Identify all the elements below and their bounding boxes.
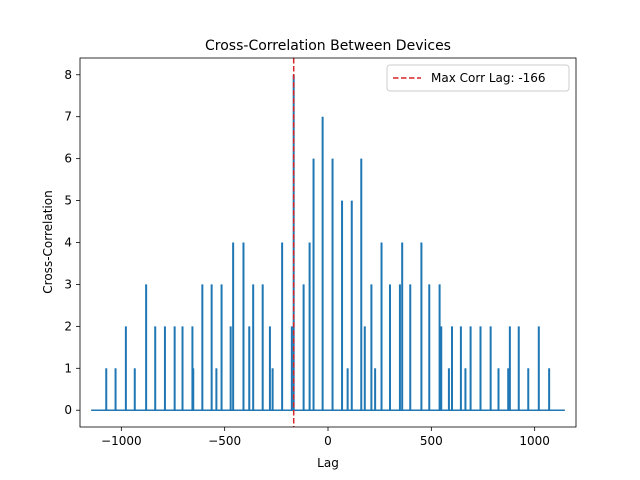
series-layer (91, 74, 565, 411)
legend-box (386, 64, 570, 92)
y-axis-label: Cross-Correlation (41, 190, 55, 293)
plot-area (79, 57, 577, 428)
x-axis-label: Lag (317, 456, 339, 470)
y-tick-label: 7 (64, 110, 72, 124)
chart-title: Cross-Correlation Between Devices (205, 38, 451, 54)
x-tick-label: −500 (208, 434, 241, 448)
x-tick-label: 0 (324, 434, 332, 448)
y-tick-label: 4 (64, 236, 72, 250)
y-tick-label: 3 (64, 277, 72, 291)
x-tick-label: 500 (420, 434, 443, 448)
y-tick-label: 5 (64, 194, 72, 208)
y-tick-label: 6 (64, 152, 72, 166)
legend-label: Max Corr Lag: -166 (431, 71, 546, 85)
x-tick-label: −1000 (101, 434, 142, 448)
legend: Max Corr Lag: -166 (386, 64, 570, 92)
y-tick-label: 8 (64, 68, 72, 82)
x-axis: −1000 −500 0 500 1000 (101, 427, 550, 448)
x-tick-label: 1000 (519, 434, 550, 448)
y-tick-label: 2 (64, 319, 72, 333)
y-axis: 0 1 2 3 4 5 6 7 8 (64, 68, 80, 417)
y-tick-label: 0 (64, 403, 72, 417)
y-tick-label: 1 (64, 361, 72, 375)
